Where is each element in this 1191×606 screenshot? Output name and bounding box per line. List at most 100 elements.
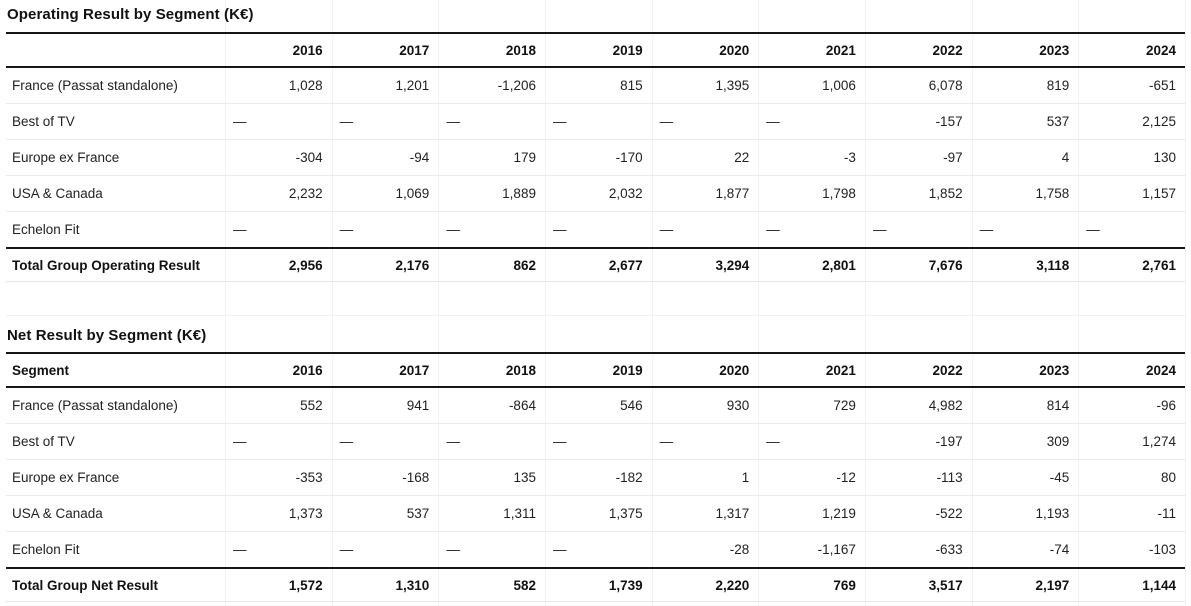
value-cell: 930 [651, 387, 759, 424]
segment-row: Echelon Fit — — — — -28 -1,167 -633 -74 -103 [6, 531, 1185, 569]
value-cell: -97 [864, 139, 972, 176]
total-row: Total Group Operating Result 2,956 2,176 86… [6, 247, 1185, 282]
segment-label-cell: Echelon Fit [6, 531, 225, 569]
header-row: Segment 2016 2017 2018 2019 2020 2021 2022 2023 2… [6, 352, 1185, 388]
value-cell: 2,125 [1078, 103, 1185, 140]
empty-value-cell: — [438, 423, 545, 460]
value-cell: 552 [225, 387, 332, 424]
year-column-header: 2017 [331, 352, 439, 388]
value-cell: -96 [1078, 387, 1185, 424]
year-column-header: 2024 [1078, 352, 1185, 388]
value-cell: -94 [331, 139, 439, 176]
segment-row: Europe ex France -353 -168 135 -182 1 -12 -113-… [6, 459, 1185, 496]
empty-value-cell: — [544, 211, 652, 249]
year-column-header: 2019 [544, 32, 652, 68]
value-cell: 309 [971, 423, 1079, 460]
segment-label-cell: Europe ex France [6, 139, 225, 176]
value-cell: 941 [331, 387, 439, 424]
empty-value-cell: — [651, 211, 759, 249]
total-value-cell: 1,310 [331, 567, 439, 602]
value-cell: 1,006 [758, 67, 865, 104]
table-body: France (Passat standalone) 1,028 1,201 -1,2… [6, 67, 1185, 282]
value-cell: 1,375 [544, 495, 652, 532]
total-value-cell: 2,176 [331, 247, 439, 282]
empty-value-cell: — [651, 423, 759, 460]
year-column-header: 2020 [651, 352, 759, 388]
value-cell: -12 [758, 459, 865, 496]
segment-label-cell: Echelon Fit [6, 211, 225, 249]
empty-value-cell: — [438, 531, 545, 569]
value-cell: -45 [971, 459, 1079, 496]
empty-value-cell: — [225, 531, 332, 569]
empty-value-cell: — [438, 211, 545, 249]
value-cell: 729 [758, 387, 865, 424]
value-cell: -1,206 [438, 67, 545, 104]
empty-value-cell: — [331, 211, 439, 249]
total-row: Total Group Net Result 1,572 1,310 582 1,739… [6, 567, 1185, 602]
empty-value-cell: — [758, 211, 865, 249]
total-label-cell: Total Group Net Result [6, 567, 225, 602]
total-value-cell: 3,118 [971, 247, 1079, 282]
empty-value-cell: — [331, 531, 439, 569]
value-cell: 80 [1078, 459, 1185, 496]
value-cell: -3 [758, 139, 865, 176]
empty-value-cell: — [651, 103, 759, 140]
year-column-header: 2022 [864, 32, 972, 68]
value-cell: -633 [864, 531, 972, 569]
value-cell: 1,274 [1078, 423, 1185, 460]
year-column-header: 2021 [758, 352, 865, 388]
section-divider [6, 282, 1185, 316]
total-value-cell: 7,676 [864, 247, 972, 282]
value-cell: 2,232 [225, 175, 332, 212]
year-column-header: 2017 [331, 32, 439, 68]
value-cell: 1,317 [651, 495, 759, 532]
year-column-header: 2023 [971, 352, 1079, 388]
empty-value-cell: — [971, 211, 1079, 249]
value-cell: -304 [225, 139, 332, 176]
total-value-cell: 3,517 [864, 567, 972, 602]
empty-value-cell: — [864, 211, 972, 249]
segment-row: USA & Canada 1,373 537 1,311 1,375 1,317 1,219… [6, 495, 1185, 532]
value-cell: 1,157 [1078, 175, 1185, 212]
value-cell: 4 [971, 139, 1079, 176]
total-value-cell: 2,677 [544, 247, 652, 282]
year-column-header: 2016 [225, 352, 332, 388]
value-cell: 130 [1078, 139, 1185, 176]
value-cell: 1,758 [971, 175, 1079, 212]
empty-value-cell: — [544, 423, 652, 460]
value-cell: 4,982 [864, 387, 972, 424]
total-value-cell: 862 [438, 247, 545, 282]
value-cell: 1,373 [225, 495, 332, 532]
operating-result-title: Operating Result by Segment (K€) [7, 6, 254, 23]
value-cell: -182 [544, 459, 652, 496]
total-value-cell: 2,956 [225, 247, 332, 282]
value-cell: 1,069 [331, 175, 439, 212]
total-value-cell: 582 [438, 567, 545, 602]
value-cell: 537 [331, 495, 439, 532]
value-cell: 1,798 [758, 175, 865, 212]
total-label-cell: Total Group Operating Result [6, 247, 225, 282]
value-cell: 179 [438, 139, 545, 176]
value-cell: 1,028 [225, 67, 332, 104]
empty-value-cell: — [225, 423, 332, 460]
segment-row: France (Passat standalone) 1,028 1,201 -1,2… [6, 67, 1185, 104]
empty-value-cell: — [225, 211, 332, 249]
net-result-section: Net Result by Segment (K€) Segment 2016 20… [6, 316, 1185, 602]
value-cell: -157 [864, 103, 972, 140]
total-value-cell: 2,761 [1078, 247, 1185, 282]
total-value-cell: 1,572 [225, 567, 332, 602]
segment-column-header: Segment [6, 352, 225, 388]
total-value-cell: 2,220 [651, 567, 759, 602]
segment-row: Echelon Fit — — — — — — — — — [6, 211, 1185, 249]
value-cell: -651 [1078, 67, 1185, 104]
value-cell: -28 [651, 531, 759, 569]
total-value-cell: 1,739 [544, 567, 652, 602]
value-cell: -864 [438, 387, 545, 424]
segment-column-header [6, 32, 225, 68]
empty-value-cell: — [225, 103, 332, 140]
segment-label-cell: Europe ex France [6, 459, 225, 496]
value-cell: -103 [1078, 531, 1185, 569]
segment-label-cell: France (Passat standalone) [6, 67, 225, 104]
segment-row: USA & Canada 2,232 1,069 1,889 2,032 1,877 1,7… [6, 175, 1185, 212]
value-cell: 537 [971, 103, 1079, 140]
